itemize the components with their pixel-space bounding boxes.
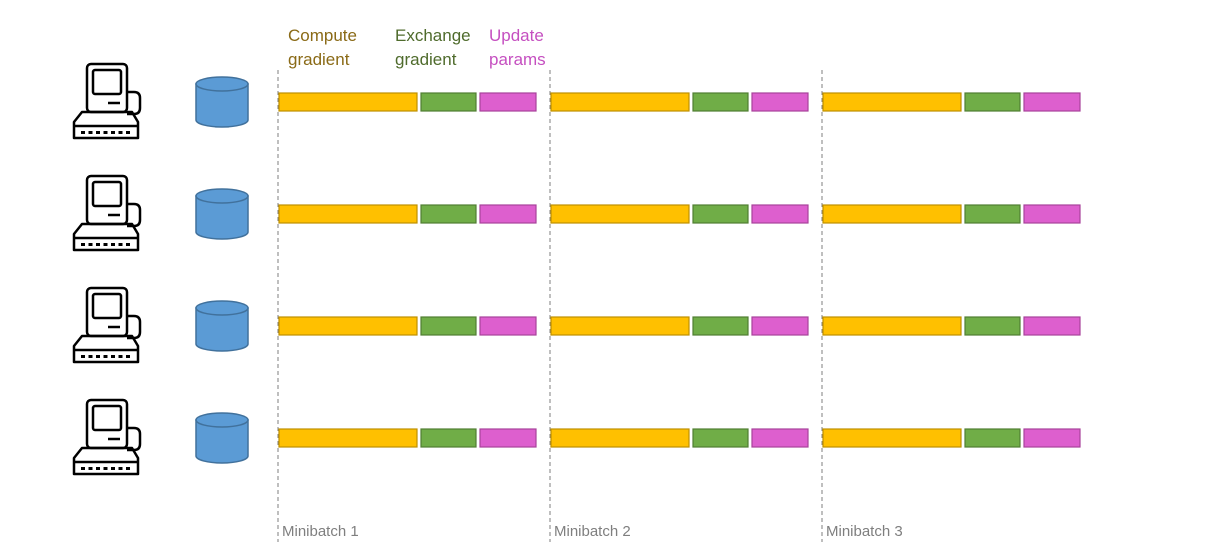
exchange-gradient-bar: [420, 428, 477, 448]
compute-gradient-bar: [550, 92, 690, 112]
database-icon: [195, 300, 249, 352]
compute-gradient-bar: [278, 316, 418, 336]
computer-icon: [72, 174, 142, 252]
exchange-gradient-bar: [420, 316, 477, 336]
update-params-bar: [751, 92, 809, 112]
legend-update-params: Update params: [489, 26, 546, 69]
legend-exchange-gradient: Exchange gradient: [395, 26, 471, 69]
update-params-bar: [479, 204, 537, 224]
compute-gradient-bar: [822, 316, 962, 336]
compute-gradient-bar: [278, 92, 418, 112]
minibatch-1-label: Minibatch 1: [282, 523, 359, 540]
database-icon: [195, 412, 249, 464]
computer-icon: [72, 62, 142, 140]
legend-compute-gradient: Compute gradient: [288, 26, 357, 69]
update-params-bar: [479, 316, 537, 336]
exchange-gradient-bar: [964, 92, 1021, 112]
compute-gradient-bar: [278, 428, 418, 448]
update-params-bar: [751, 204, 809, 224]
compute-gradient-bar: [822, 92, 962, 112]
update-params-bar: [479, 428, 537, 448]
exchange-gradient-bar: [692, 204, 749, 224]
exchange-gradient-bar: [692, 428, 749, 448]
exchange-gradient-bar: [692, 316, 749, 336]
exchange-gradient-bar: [420, 92, 477, 112]
exchange-gradient-bar: [964, 316, 1021, 336]
compute-gradient-bar: [822, 428, 962, 448]
compute-gradient-bar: [550, 204, 690, 224]
update-params-bar: [479, 92, 537, 112]
update-params-bar: [1023, 92, 1081, 112]
update-params-bar: [751, 428, 809, 448]
update-params-bar: [1023, 204, 1081, 224]
exchange-gradient-bar: [420, 204, 477, 224]
compute-gradient-bar: [550, 428, 690, 448]
minibatch-3-label: Minibatch 3: [826, 523, 903, 540]
computer-icon: [72, 398, 142, 476]
database-icon: [195, 188, 249, 240]
compute-gradient-bar: [550, 316, 690, 336]
database-icon: [195, 76, 249, 128]
computer-icon: [72, 286, 142, 364]
exchange-gradient-bar: [964, 428, 1021, 448]
minibatch-2-label: Minibatch 2: [554, 523, 631, 540]
update-params-bar: [1023, 428, 1081, 448]
update-params-bar: [1023, 316, 1081, 336]
exchange-gradient-bar: [964, 204, 1021, 224]
exchange-gradient-bar: [692, 92, 749, 112]
update-params-bar: [751, 316, 809, 336]
compute-gradient-bar: [822, 204, 962, 224]
compute-gradient-bar: [278, 204, 418, 224]
